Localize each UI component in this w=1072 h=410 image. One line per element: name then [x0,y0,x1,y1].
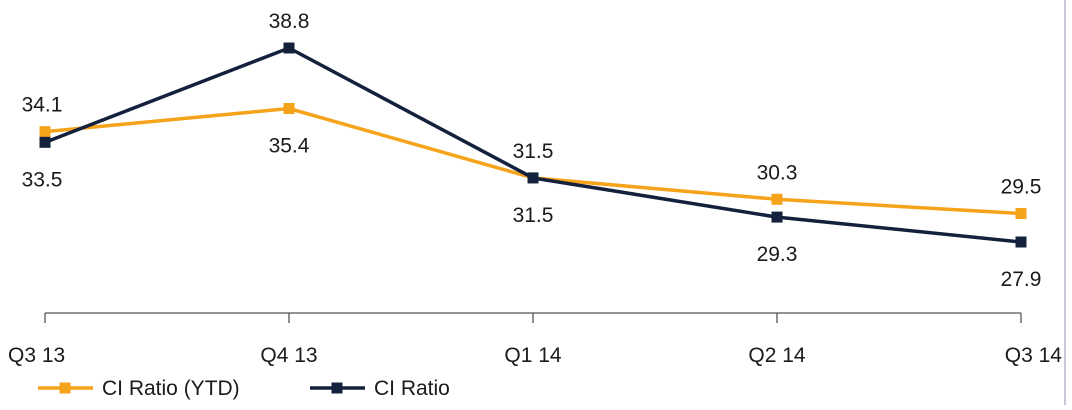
data-point [1015,236,1027,248]
data-label: 30.3 [757,161,798,184]
legend-swatch-marker [59,382,71,394]
legend: CI Ratio (YTD) CI Ratio [38,377,450,400]
legend-label: CI Ratio [374,377,450,400]
data-point [527,172,539,184]
data-point [283,103,295,115]
data-label: 29.3 [757,243,798,266]
data-label: 33.5 [22,168,63,191]
series-layer [39,42,1027,248]
right-border [1064,0,1066,405]
x-axis: Q3 13 Q4 13 Q1 14 Q2 14 Q3 14 [8,312,1063,367]
data-point [39,136,51,148]
data-labels: 34.1 35.4 31.5 30.3 29.5 33.5 38.8 31.5 29.3 27.9 [22,10,1042,291]
legend-swatch-marker [331,382,343,394]
data-label: 31.5 [513,140,554,163]
data-point [39,126,51,138]
data-label: 34.1 [22,94,63,117]
data-label: 27.9 [1001,268,1042,291]
data-label: 35.4 [269,135,310,158]
x-tick-label: Q3 14 [1005,344,1063,367]
data-point [283,42,295,54]
x-tick-label: Q3 13 [8,344,65,367]
legend-label: CI Ratio (YTD) [102,377,240,400]
data-point [1015,208,1027,220]
data-label: 29.5 [1001,176,1042,199]
data-label: 31.5 [513,204,554,227]
x-tick-label: Q2 14 [748,344,806,367]
data-point [771,211,783,223]
x-tick-label: Q1 14 [504,344,562,367]
data-label: 38.8 [269,10,310,33]
data-point [771,193,783,205]
x-tick-label: Q4 13 [260,344,317,367]
